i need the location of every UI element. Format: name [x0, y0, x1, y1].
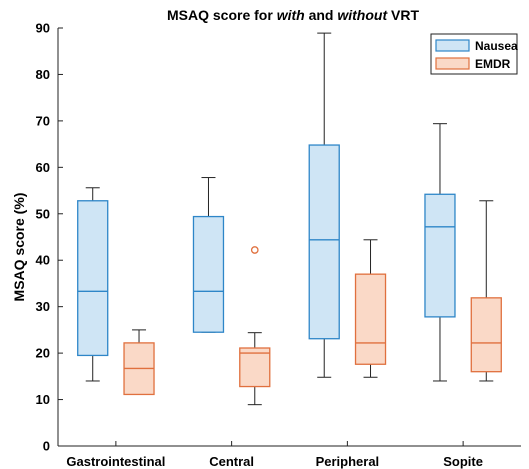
box-iqr: [192, 215, 225, 333]
title-part-2: and: [305, 7, 338, 23]
x-tick-label: Peripheral: [316, 454, 380, 469]
chart-title: MSAQ score for with and without VRT: [167, 7, 419, 23]
plot-area: [77, 32, 502, 406]
y-tick-label: 10: [36, 392, 50, 407]
y-tick-label: 90: [36, 21, 50, 36]
title-part-4: VRT: [387, 7, 419, 23]
y-tick-label: 50: [36, 206, 50, 221]
y-axis-label: MSAQ score (%): [11, 193, 27, 302]
y-tick-label: 40: [36, 253, 50, 268]
y-tick-label: 60: [36, 160, 50, 175]
y-tick-label: 70: [36, 113, 50, 128]
title-part-1: with: [277, 7, 305, 23]
x-tick-label: Central: [209, 454, 254, 469]
box-iqr: [308, 144, 340, 340]
legend-swatch-emdr: [435, 57, 470, 70]
box-iqr: [470, 297, 502, 373]
box-iqr: [77, 200, 109, 357]
box-emdr-peripheral: [354, 239, 387, 378]
x-tick-label: Gastrointestinal: [66, 454, 165, 469]
box-nausea-gastrointestinal: [77, 187, 109, 382]
legend: Nausea EMDR: [430, 33, 518, 75]
box-nausea-central: [192, 177, 225, 333]
y-tick-label: 0: [43, 439, 50, 454]
box-iqr: [424, 193, 456, 318]
title-part-3: without: [337, 7, 388, 23]
title-part-0: MSAQ score for: [167, 7, 277, 23]
y-tick-label: 20: [36, 346, 50, 361]
box-emdr-gastrointestinal: [123, 329, 155, 396]
box-emdr-central: [239, 246, 271, 406]
outlier-point: [250, 246, 259, 254]
legend-swatch-nausea: [435, 39, 470, 52]
x-axis: Gastrointestinal Central Peripheral Sopite: [58, 441, 521, 469]
box-nausea-peripheral: [308, 32, 340, 378]
box-iqr: [239, 347, 271, 388]
legend-label-emdr: EMDR: [475, 57, 511, 71]
y-axis: 0 10 20 30 40 50 60 70 80 90: [36, 21, 63, 454]
legend-label-nausea: Nausea: [475, 39, 518, 53]
box-emdr-sopite: [470, 200, 502, 382]
box-nausea-sopite: [424, 123, 456, 382]
y-tick-label: 30: [36, 299, 50, 314]
x-tick-label: Sopite: [443, 454, 483, 469]
box-iqr: [354, 273, 387, 365]
y-tick-label: 80: [36, 67, 50, 82]
